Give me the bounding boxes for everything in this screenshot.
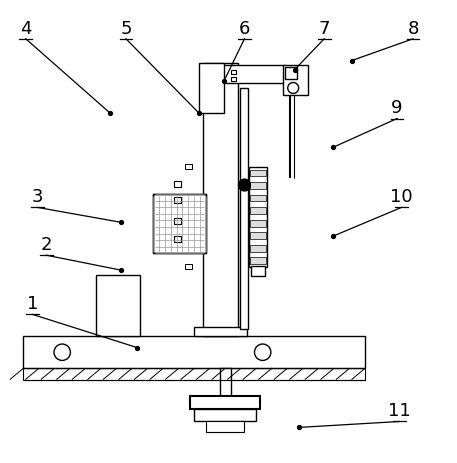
Text: 4: 4 xyxy=(20,20,32,38)
Bar xyxy=(96,275,140,336)
Bar xyxy=(249,167,267,267)
Bar xyxy=(220,368,231,395)
Text: 2: 2 xyxy=(41,236,52,254)
Bar xyxy=(250,170,266,176)
Text: 3: 3 xyxy=(32,188,43,206)
Bar xyxy=(174,236,181,242)
Text: 10: 10 xyxy=(390,188,413,206)
Bar xyxy=(23,368,365,380)
Bar xyxy=(250,220,266,226)
Bar xyxy=(174,181,181,188)
Text: 8: 8 xyxy=(407,20,419,38)
Bar xyxy=(250,245,266,251)
Bar xyxy=(185,163,191,169)
Bar xyxy=(240,88,248,330)
Bar xyxy=(199,63,224,113)
Bar xyxy=(174,218,181,224)
Bar xyxy=(154,194,206,253)
Bar xyxy=(194,327,247,336)
Text: 7: 7 xyxy=(319,20,330,38)
Bar xyxy=(23,336,365,368)
Bar xyxy=(174,197,181,203)
Text: 1: 1 xyxy=(27,295,38,313)
Bar xyxy=(190,395,260,409)
Bar xyxy=(185,264,191,269)
Bar xyxy=(250,195,266,201)
Bar xyxy=(250,182,266,189)
Bar xyxy=(201,65,286,83)
Bar xyxy=(231,76,236,81)
Text: 9: 9 xyxy=(391,100,403,118)
Bar xyxy=(283,65,308,95)
Bar xyxy=(154,194,206,253)
Bar xyxy=(250,257,266,264)
Bar xyxy=(194,409,256,420)
Bar xyxy=(250,207,266,214)
Text: 5: 5 xyxy=(120,20,132,38)
Text: 11: 11 xyxy=(388,402,411,420)
Text: 6: 6 xyxy=(239,20,250,38)
Circle shape xyxy=(239,179,250,191)
Bar xyxy=(251,266,265,276)
Bar xyxy=(206,420,244,432)
Bar xyxy=(231,70,236,75)
Bar xyxy=(286,68,297,79)
Bar xyxy=(250,232,266,239)
Bar xyxy=(203,63,238,336)
